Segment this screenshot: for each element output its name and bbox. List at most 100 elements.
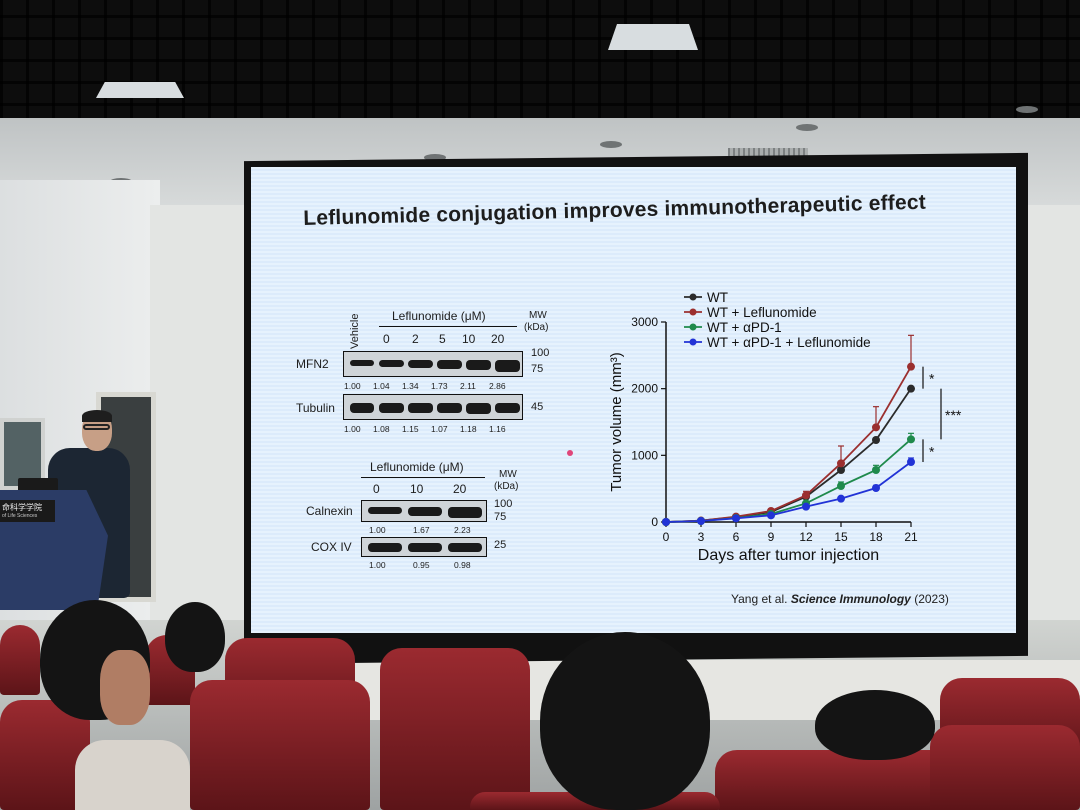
- tubulin-quant: 1.18: [460, 424, 477, 434]
- tumor-volume-chart: 0 1000 2000 3000 0 3 6 9 12 15 18 21 Days after tumo…: [608, 290, 962, 564]
- x-tick-label: 0: [663, 530, 670, 544]
- data-point: [837, 494, 845, 503]
- projection-screen: Leflunomide conjugation improves immunot…: [251, 167, 1016, 633]
- mfn2-band: [379, 360, 404, 367]
- legend-label: WT + αPD-1 + Leflunomide: [707, 335, 871, 350]
- coxiv-band: [408, 543, 442, 552]
- downlight: [1016, 106, 1038, 113]
- coxiv-quant: 0.98: [454, 560, 471, 570]
- blot2-mw-label: MW: [499, 469, 517, 480]
- x-tick-label: 12: [799, 530, 813, 544]
- podium-sign-text: 命科学学院: [2, 503, 42, 512]
- data-point: [907, 362, 915, 371]
- data-point: [872, 466, 880, 474]
- tubulin-band: [495, 403, 520, 413]
- significance-label: ***: [945, 407, 962, 423]
- mfn2-marker-100: 100: [531, 347, 550, 359]
- blot1-dose-0: 0: [383, 332, 390, 346]
- audience-head: [540, 632, 710, 810]
- coxiv-label: COX IV: [311, 540, 352, 554]
- mfn2-label: MFN2: [296, 357, 329, 371]
- x-tick-label: 9: [768, 530, 775, 544]
- x-tick-label: 18: [869, 530, 883, 544]
- auditorium-seat: [380, 648, 530, 810]
- blot1-dose-2: 2: [412, 332, 419, 346]
- tubulin-quant: 1.16: [489, 424, 506, 434]
- citation-year: (2023): [910, 592, 949, 606]
- coxiv-blot: [361, 537, 487, 557]
- coxiv-quant: 0.95: [413, 560, 430, 570]
- speaker-glasses: [83, 424, 110, 430]
- ceiling-vent: [728, 148, 808, 157]
- calnexin-band: [408, 507, 442, 516]
- legend-marker: [689, 338, 697, 346]
- series-line: [665, 366, 912, 523]
- auditorium-seat: [0, 625, 40, 695]
- calnexin-marker-100: 100: [494, 498, 513, 510]
- coxiv-band: [448, 543, 482, 552]
- y-tick-label: 1000: [631, 448, 658, 462]
- data-point: [662, 518, 670, 526]
- auditorium-seat: [190, 680, 370, 810]
- legend-marker: [689, 293, 697, 301]
- coxiv-quant: 1.00: [369, 560, 386, 570]
- significance-label: *: [929, 371, 935, 387]
- calnexin-quant: 2.23: [454, 525, 471, 535]
- tubulin-blot: [343, 394, 523, 420]
- x-axis-label: Days after tumor injection: [698, 547, 879, 564]
- tubulin-quant: 1.07: [431, 424, 448, 434]
- x-tick-label: 3: [698, 530, 705, 544]
- calnexin-quant: 1.00: [369, 525, 386, 535]
- y-tick-label: 0: [651, 515, 658, 529]
- mfn2-band: [466, 360, 491, 370]
- audience-shirt: [75, 740, 190, 810]
- mfn2-quant: 1.00: [344, 381, 361, 391]
- tubulin-quant: 1.15: [402, 424, 419, 434]
- data-point: [837, 466, 845, 474]
- mfn2-quant: 1.34: [402, 381, 419, 391]
- y-tick-label: 2000: [631, 382, 658, 396]
- x-tick-label: 21: [904, 530, 918, 544]
- series-line: [665, 461, 912, 523]
- tubulin-band: [437, 403, 462, 413]
- citation-authors: Yang et al.: [731, 592, 791, 606]
- significance-label: *: [929, 444, 935, 460]
- y-axis-label: Tumor volume (mm³): [608, 352, 625, 491]
- data-point: [697, 517, 705, 525]
- data-point: [732, 514, 740, 523]
- data-point: [872, 484, 880, 492]
- mfn2-quant: 1.04: [373, 381, 390, 391]
- legend-label: WT + αPD-1: [707, 320, 782, 335]
- blot1-dose-5: 5: [439, 332, 446, 346]
- audience-face: [100, 650, 150, 725]
- ceiling-light: [608, 24, 698, 50]
- podium-sign-subtext: of Life Sciences: [2, 513, 38, 519]
- legend-label: WT + Leflunomide: [707, 305, 817, 320]
- data-point: [767, 511, 775, 520]
- tubulin-band: [408, 403, 433, 413]
- blot2-kda-label: (kDa): [494, 481, 519, 492]
- blot2-dose-0: 0: [373, 482, 380, 496]
- mfn2-blot: [343, 351, 523, 377]
- downlight: [424, 154, 446, 161]
- vehicle-label: Vehicle: [349, 313, 361, 349]
- slide-citation: Yang et al. Science Immunology (2023): [731, 592, 949, 606]
- tubulin-band: [466, 403, 491, 414]
- series-line: [665, 438, 912, 523]
- x-tick-label: 15: [834, 530, 848, 544]
- legend-marker: [689, 323, 697, 331]
- calnexin-label: Calnexin: [306, 504, 353, 518]
- coxiv-marker-25: 25: [494, 539, 507, 551]
- tubulin-quant: 1.08: [373, 424, 390, 434]
- data-point: [907, 435, 915, 444]
- tubulin-marker-45: 45: [531, 401, 544, 413]
- mfn2-band: [437, 360, 462, 369]
- calnexin-blot: [361, 500, 487, 522]
- blot1-mw-label: MW: [529, 310, 547, 321]
- blot1-kda-label: (kDa): [524, 322, 549, 333]
- data-point: [837, 482, 845, 490]
- downlight: [600, 141, 622, 148]
- calnexin-quant: 1.67: [413, 525, 430, 535]
- speaker-hair: [82, 410, 112, 422]
- blot1-dose-20: 20: [491, 332, 505, 346]
